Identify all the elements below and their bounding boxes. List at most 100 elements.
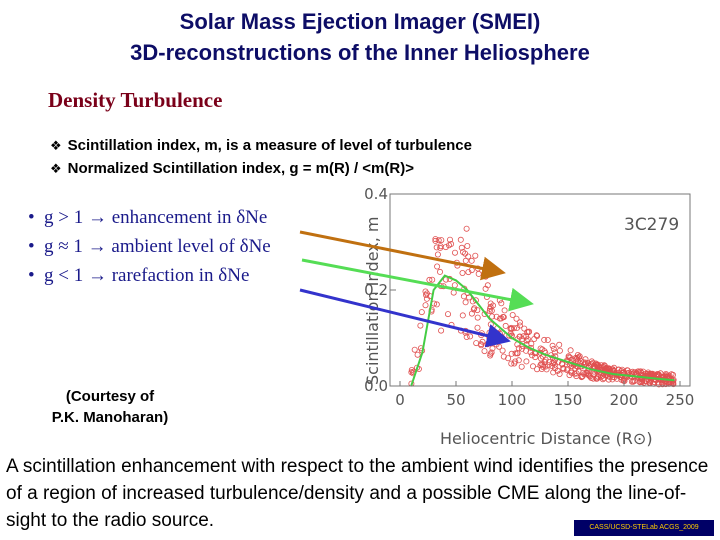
data-point <box>518 345 525 352</box>
data-point <box>505 355 512 362</box>
data-point <box>460 293 467 300</box>
data-point <box>462 299 469 306</box>
data-point <box>478 342 485 349</box>
data-point <box>556 341 563 348</box>
data-point <box>463 225 470 232</box>
data-point <box>527 349 534 356</box>
courtesy-line-1: (Courtesy of <box>65 388 155 405</box>
data-point <box>515 357 522 364</box>
data-point <box>541 336 548 343</box>
data-point <box>482 285 489 292</box>
data-point <box>433 244 440 251</box>
data-point <box>516 333 523 340</box>
data-point <box>489 313 496 320</box>
data-point <box>618 367 625 374</box>
diamond-check-icon: ❖ <box>50 138 62 153</box>
data-point <box>508 350 515 357</box>
source-label: 3C279 <box>624 215 679 235</box>
data-point <box>422 302 429 309</box>
data-point <box>473 340 480 347</box>
data-point <box>587 373 594 380</box>
data-point <box>532 354 539 361</box>
data-point <box>573 370 580 377</box>
scatter-points <box>408 225 677 388</box>
data-point <box>465 253 472 260</box>
data-point <box>467 333 474 340</box>
data-point <box>589 359 596 366</box>
data-point <box>641 379 648 386</box>
data-point <box>448 240 455 247</box>
data-point <box>457 236 464 243</box>
data-point <box>574 351 581 358</box>
data-point <box>556 370 563 377</box>
data-point <box>438 237 445 244</box>
data-point <box>509 311 516 318</box>
data-point <box>599 376 606 383</box>
data-point <box>481 348 488 355</box>
data-point <box>567 347 574 354</box>
data-point <box>513 315 520 322</box>
g-bullet-text: g > 1 → enhancement in δNe <box>44 207 268 228</box>
data-point <box>438 327 445 334</box>
data-point <box>533 332 540 339</box>
data-point <box>408 366 415 373</box>
data-point <box>528 340 535 347</box>
bullet-icon: • <box>28 236 35 257</box>
data-point <box>474 324 481 331</box>
x-tick-label: 200 <box>610 391 639 409</box>
data-point <box>499 313 506 320</box>
data-point <box>565 353 572 360</box>
data-point <box>450 289 457 296</box>
data-point <box>523 358 530 365</box>
y-tick-label: 0.4 <box>364 185 388 203</box>
x-tick-label: 250 <box>666 391 695 409</box>
data-point <box>635 368 642 375</box>
data-point <box>468 257 475 264</box>
courtesy-note: (Courtesy of P.K. Manoharan) <box>30 386 190 428</box>
g-bullet-text: g < 1 → rarefaction in δNe <box>44 265 250 286</box>
data-point <box>526 328 533 335</box>
bullet-icon: • <box>28 265 35 286</box>
data-point <box>551 359 558 366</box>
data-point <box>418 309 425 316</box>
x-tick-label: 100 <box>498 391 527 409</box>
arrow-enhancement <box>299 230 506 281</box>
data-point <box>486 305 493 312</box>
data-point <box>583 370 590 377</box>
data-point <box>501 307 508 314</box>
g-bullet: • g < 1 → rarefaction in δNe <box>28 265 249 287</box>
data-point <box>417 322 424 329</box>
data-point <box>511 360 518 367</box>
data-point <box>549 363 556 370</box>
data-point <box>484 341 491 348</box>
data-point <box>474 314 481 321</box>
data-point <box>521 325 528 332</box>
data-point <box>516 319 523 326</box>
data-point <box>554 367 561 374</box>
data-point <box>422 291 429 298</box>
data-point <box>502 322 509 329</box>
data-point <box>559 361 566 368</box>
data-point <box>458 244 465 251</box>
data-point <box>576 353 583 360</box>
check-item: ❖ Normalized Scintillation index, g = m(R… <box>50 160 414 177</box>
data-point <box>434 251 441 258</box>
data-point <box>433 301 440 308</box>
data-point <box>498 300 505 307</box>
data-point <box>551 349 558 356</box>
data-point <box>510 325 517 332</box>
data-point <box>518 363 525 370</box>
g-bullet: • g ≈ 1 → ambient level of δNe <box>28 236 271 258</box>
data-point <box>609 376 616 383</box>
data-point <box>525 329 532 336</box>
x-tick-label: 50 <box>446 391 465 409</box>
data-point <box>414 351 421 358</box>
data-point <box>564 367 571 374</box>
y-tick-label: 0.0 <box>364 377 388 395</box>
data-point <box>520 333 527 340</box>
arrow-rarefaction <box>299 288 511 348</box>
data-point <box>538 365 545 372</box>
caption: A scintillation enhancement with respect… <box>6 456 709 531</box>
data-point <box>650 371 657 378</box>
